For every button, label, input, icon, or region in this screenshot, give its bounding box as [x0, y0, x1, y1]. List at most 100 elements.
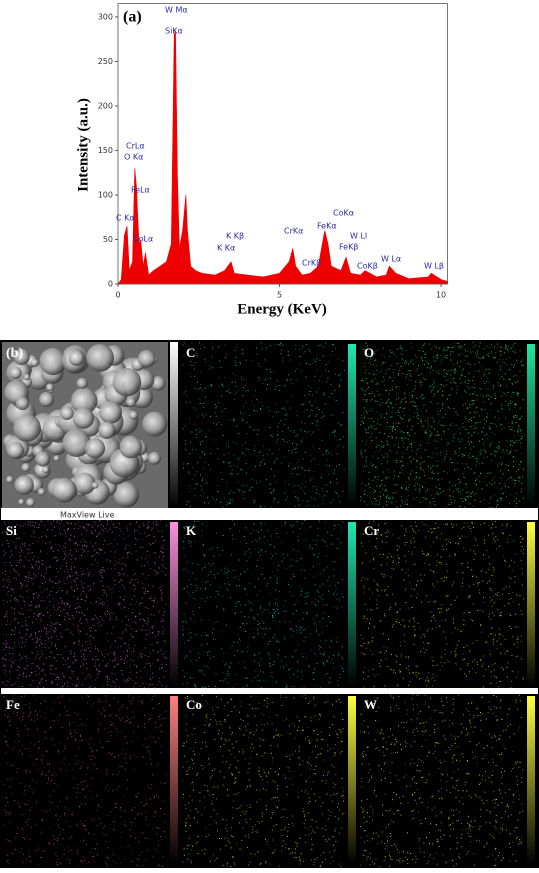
- map-dot: [254, 655, 255, 656]
- map-dot: [403, 447, 404, 448]
- map-dot: [190, 632, 191, 633]
- map-dot: [21, 560, 22, 561]
- map-dot: [162, 592, 163, 593]
- map-dot: [417, 581, 418, 582]
- map-dot: [323, 392, 324, 393]
- map-dot: [34, 536, 35, 537]
- map-dot: [3, 682, 4, 683]
- map-dot: [424, 364, 425, 365]
- map-dot: [204, 359, 205, 360]
- map-dot: [494, 670, 495, 671]
- panel-label: (a): [123, 9, 142, 26]
- map-dot: [267, 541, 268, 542]
- map-dot: [423, 426, 424, 427]
- map-dot: [39, 586, 40, 587]
- map-dot: [223, 535, 224, 536]
- map-dot: [149, 543, 150, 544]
- map-dot: [389, 472, 390, 473]
- map-dot: [95, 630, 96, 631]
- map-dot: [303, 404, 304, 405]
- map-dot: [95, 646, 96, 647]
- map-dot: [416, 406, 417, 407]
- map-dot: [479, 346, 480, 347]
- map-dot: [362, 380, 363, 381]
- map-dot: [447, 523, 448, 524]
- map-dot: [163, 615, 164, 616]
- map-dot: [257, 541, 258, 542]
- map-dot: [38, 527, 39, 528]
- map-dot: [478, 371, 479, 372]
- map-dot: [503, 379, 504, 380]
- map-dot: [406, 487, 407, 488]
- map-dot: [257, 676, 258, 677]
- map-dot: [259, 556, 260, 557]
- map-dot: [237, 601, 238, 602]
- map-dot: [258, 363, 259, 364]
- map-dot: [438, 527, 439, 528]
- map-dot: [98, 659, 99, 660]
- map-dot: [468, 437, 469, 438]
- map-dot: [91, 564, 92, 565]
- map-dot: [102, 569, 103, 570]
- map-dot: [71, 653, 72, 654]
- map-dot: [374, 498, 375, 499]
- map-dot: [454, 372, 455, 373]
- map-dot: [454, 554, 455, 555]
- map-dot: [89, 636, 90, 637]
- map-dot: [232, 538, 233, 539]
- map-dot: [432, 471, 433, 472]
- map-dot: [448, 429, 449, 430]
- map-dot: [243, 379, 244, 380]
- map-dot: [130, 604, 131, 605]
- map-dot: [284, 611, 285, 612]
- map-dot: [432, 478, 433, 479]
- map-dot: [237, 473, 238, 474]
- map-dot: [435, 621, 436, 622]
- map-dot: [413, 538, 414, 539]
- map-dot: [50, 524, 51, 525]
- map-dot: [291, 430, 292, 431]
- map-dot: [3, 579, 4, 580]
- map-dot: [245, 631, 246, 632]
- map-dot: [399, 412, 400, 413]
- map-dot: [366, 343, 367, 344]
- map-dot: [521, 641, 522, 642]
- map-dot: [366, 430, 367, 431]
- map-dot: [392, 502, 393, 503]
- map-dot: [366, 401, 367, 402]
- map-dot: [11, 634, 12, 635]
- map-dot: [261, 342, 262, 343]
- map-dot: [106, 605, 107, 606]
- sem-particle: [35, 451, 50, 466]
- map-dot: [473, 393, 474, 394]
- map-dot: [523, 553, 524, 554]
- map-dot: [491, 683, 492, 684]
- map-dot: [71, 555, 72, 556]
- map-dot: [126, 682, 127, 683]
- map-dot: [507, 349, 508, 350]
- map-dot: [67, 590, 68, 591]
- map-dot: [316, 630, 317, 631]
- map-dot: [71, 523, 72, 524]
- map-dot: [490, 444, 491, 445]
- map-dot: [447, 595, 448, 596]
- map-dot: [383, 576, 384, 577]
- map-dot: [483, 401, 484, 402]
- map-dot: [7, 587, 8, 588]
- map-dot: [229, 420, 230, 421]
- map-dot: [258, 662, 259, 663]
- map-dot: [274, 576, 275, 577]
- map-dot: [360, 451, 361, 452]
- map-dot: [389, 609, 390, 610]
- map-dot: [81, 599, 82, 600]
- map-dot: [406, 588, 407, 589]
- map-dot: [513, 601, 514, 602]
- map-dot: [334, 435, 335, 436]
- map-dot: [299, 356, 300, 357]
- map-dot: [401, 365, 402, 366]
- map-dot: [293, 613, 294, 614]
- map-dot: [521, 560, 522, 561]
- map-dot: [94, 687, 95, 688]
- map-dot: [221, 570, 222, 571]
- map-dot: [367, 579, 368, 580]
